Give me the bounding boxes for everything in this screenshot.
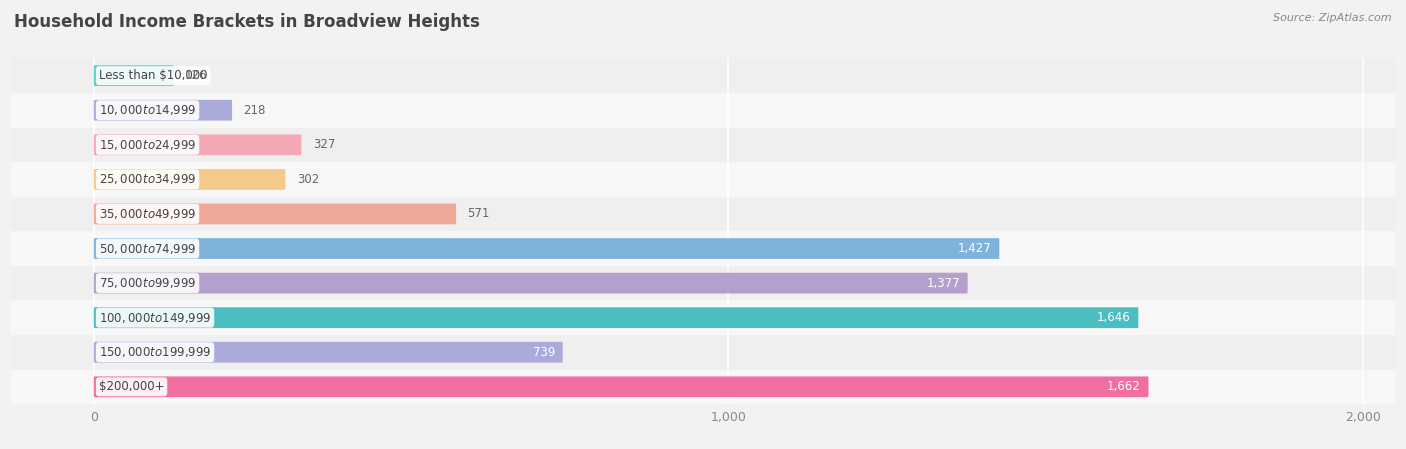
Text: 1,427: 1,427 (957, 242, 991, 255)
Text: 327: 327 (312, 138, 335, 151)
Bar (11, 231, 1395, 266)
Text: $150,000 to $199,999: $150,000 to $199,999 (98, 345, 211, 359)
Text: 1,377: 1,377 (927, 277, 960, 290)
Text: 1,662: 1,662 (1107, 380, 1140, 393)
Text: 218: 218 (243, 104, 266, 117)
Text: 126: 126 (186, 69, 208, 82)
FancyBboxPatch shape (94, 134, 301, 155)
Bar (11, 335, 1395, 370)
Text: $100,000 to $149,999: $100,000 to $149,999 (98, 311, 211, 325)
Text: $35,000 to $49,999: $35,000 to $49,999 (98, 207, 197, 221)
Bar (11, 300, 1395, 335)
Bar (11, 93, 1395, 128)
FancyBboxPatch shape (94, 65, 174, 86)
Text: $25,000 to $34,999: $25,000 to $34,999 (98, 172, 197, 186)
Text: 571: 571 (468, 207, 489, 220)
Text: $10,000 to $14,999: $10,000 to $14,999 (98, 103, 197, 117)
Bar (11, 58, 1395, 93)
Text: Household Income Brackets in Broadview Heights: Household Income Brackets in Broadview H… (14, 13, 479, 31)
FancyBboxPatch shape (94, 169, 285, 190)
FancyBboxPatch shape (94, 376, 1149, 397)
Text: $50,000 to $74,999: $50,000 to $74,999 (98, 242, 197, 255)
Text: 1,646: 1,646 (1097, 311, 1130, 324)
Text: Source: ZipAtlas.com: Source: ZipAtlas.com (1274, 13, 1392, 23)
FancyBboxPatch shape (94, 238, 1000, 259)
Bar (11, 128, 1395, 162)
Text: $200,000+: $200,000+ (98, 380, 165, 393)
FancyBboxPatch shape (94, 100, 232, 121)
Text: $15,000 to $24,999: $15,000 to $24,999 (98, 138, 197, 152)
Text: $75,000 to $99,999: $75,000 to $99,999 (98, 276, 197, 290)
FancyBboxPatch shape (94, 307, 1139, 328)
FancyBboxPatch shape (94, 203, 456, 224)
Bar (11, 266, 1395, 300)
Text: 302: 302 (297, 173, 319, 186)
FancyBboxPatch shape (94, 273, 967, 294)
Text: 739: 739 (533, 346, 555, 359)
Bar (11, 197, 1395, 231)
Bar (11, 162, 1395, 197)
FancyBboxPatch shape (94, 342, 562, 363)
Bar (11, 370, 1395, 404)
Text: Less than $10,000: Less than $10,000 (98, 69, 207, 82)
